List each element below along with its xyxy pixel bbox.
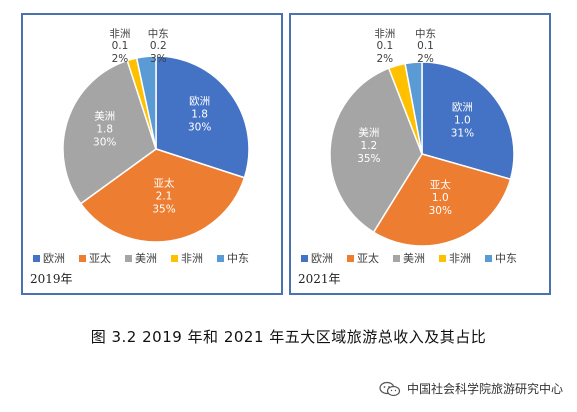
slice-label-percent-americas: 30% bbox=[93, 136, 116, 148]
slice-label-category-americas: 美洲 bbox=[94, 109, 115, 122]
slice-label-value-africa: 0.1 bbox=[376, 40, 393, 52]
pie-slice-middle-east bbox=[135, 55, 157, 150]
slice-label-category-europe: 欧洲 bbox=[189, 95, 210, 107]
slice-label-percent-asia-pacific: 30% bbox=[429, 205, 452, 217]
legend-label-africa: 非洲 bbox=[449, 252, 471, 265]
figure-caption: 图 3.2 2019 年和 2021 年五大区域旅游总收入及其占比 bbox=[90, 328, 487, 346]
slice-label-category-middle-east: 中东 bbox=[415, 27, 436, 40]
pie-slice-europe bbox=[155, 55, 250, 179]
slice-label-percent-europe: 31% bbox=[451, 128, 474, 140]
pie-slice-americas bbox=[62, 59, 157, 205]
watermark-text: 中国社会科学院旅游研究中心 bbox=[406, 382, 563, 396]
slice-label-percent-europe: 30% bbox=[188, 121, 211, 133]
legend-label-americas: 美洲 bbox=[403, 252, 425, 265]
pie-slice-asia-pacific bbox=[79, 148, 246, 243]
slice-label-value-africa: 0.1 bbox=[112, 40, 129, 52]
legend-label-middle-east: 中东 bbox=[495, 252, 517, 265]
slice-label-category-europe: 欧洲 bbox=[452, 102, 473, 114]
legend-swatch-africa bbox=[439, 255, 446, 262]
legend-swatch-europe bbox=[301, 255, 308, 262]
slice-label-value-middle-east: 0.1 bbox=[417, 40, 434, 52]
slice-label-value-asia-pacific: 1.0 bbox=[432, 192, 449, 204]
legend-label-middle-east: 中东 bbox=[227, 252, 249, 265]
legend-swatch-asia-pacific bbox=[79, 255, 86, 262]
legend-swatch-americas bbox=[125, 255, 132, 262]
slice-label-value-asia-pacific: 2.1 bbox=[156, 191, 173, 203]
slice-label-value-europe: 1.8 bbox=[191, 108, 208, 120]
slice-label-category-asia-pacific: 亚太 bbox=[154, 177, 175, 190]
slice-label-category-africa: 非洲 bbox=[374, 28, 395, 40]
pie-slice-europe bbox=[421, 61, 515, 181]
legend-swatch-europe bbox=[33, 255, 40, 262]
slice-label-percent-middle-east: 2% bbox=[417, 53, 434, 65]
slice-label-category-middle-east: 中东 bbox=[148, 27, 169, 40]
slice-label-category-africa: 非洲 bbox=[109, 28, 130, 40]
legend-swatch-middle-east bbox=[217, 255, 224, 262]
slice-label-value-americas: 1.2 bbox=[361, 140, 378, 152]
wechat-icon bbox=[379, 381, 401, 396]
panel-year-label: 2021年 bbox=[298, 272, 341, 286]
legend-label-europe: 欧洲 bbox=[311, 252, 333, 265]
slice-label-value-americas: 1.8 bbox=[96, 123, 113, 135]
slice-label-percent-middle-east: 3% bbox=[150, 53, 167, 65]
legend-swatch-africa bbox=[171, 255, 178, 262]
slice-label-percent-africa: 2% bbox=[112, 53, 129, 65]
pie-slice-middle-east bbox=[404, 61, 423, 155]
legend-swatch-middle-east bbox=[485, 255, 492, 262]
legend-swatch-asia-pacific bbox=[347, 255, 354, 262]
legend-swatch-americas bbox=[393, 255, 400, 262]
slice-label-category-americas: 美洲 bbox=[358, 126, 379, 139]
slice-label-value-europe: 1.0 bbox=[454, 115, 471, 127]
slice-label-percent-africa: 2% bbox=[376, 53, 393, 65]
watermark: 中国社会科学院旅游研究中心 bbox=[379, 380, 563, 397]
slice-label-percent-americas: 35% bbox=[357, 153, 380, 165]
pie-chart-2021: 欧洲1.031%亚太1.030%美洲1.235%非洲0.12%中东0.12%欧洲… bbox=[301, 27, 517, 265]
legend-label-asia-pacific: 亚太 bbox=[357, 252, 379, 265]
slice-label-value-middle-east: 0.2 bbox=[150, 40, 167, 52]
legend-label-americas: 美洲 bbox=[135, 252, 157, 265]
panel-year-label: 2019年 bbox=[30, 272, 73, 286]
pie-panel-2021: 欧洲 1.0 31% 亚太 1.0 30% 美洲 1.2 35% 非洲 0.1 2% 中东 0.1 2% 欧洲… bbox=[289, 13, 551, 295]
pie-panel-2019: 欧洲 1.8 30% 亚太 2.1 35% 美洲 1.8 30% 非洲 0.1 2% 中东 0.2 3% 欧洲… bbox=[21, 13, 283, 295]
legend-label-europe: 欧洲 bbox=[43, 252, 65, 265]
slice-label-category-asia-pacific: 亚太 bbox=[430, 178, 451, 191]
slice-label-percent-asia-pacific: 35% bbox=[152, 204, 175, 216]
pie-chart-2019: 欧洲1.830%亚太2.135%美洲1.830%非洲0.12%中东0.23%欧洲… bbox=[33, 27, 250, 265]
legend-label-africa: 非洲 bbox=[181, 252, 203, 265]
legend-label-asia-pacific: 亚太 bbox=[89, 252, 111, 265]
pie-slice-americas bbox=[329, 67, 423, 234]
